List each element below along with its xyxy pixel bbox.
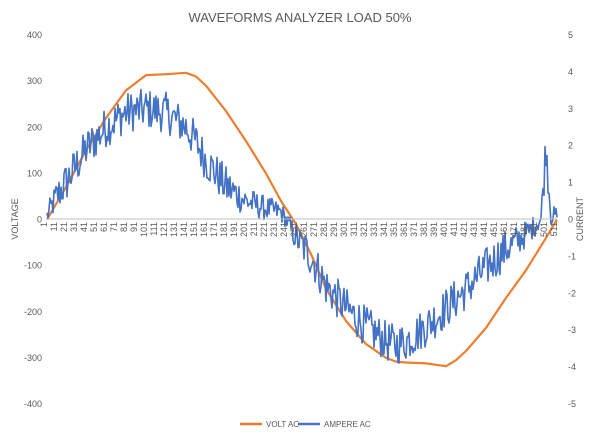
- y-right-tick-label: 5: [568, 30, 573, 40]
- y-left-tick-label: -100: [24, 261, 42, 271]
- y-left-tick-label: 200: [27, 122, 42, 132]
- legend: VOLT AC AMPERE AC: [240, 420, 371, 429]
- y-right-tick-label: 3: [568, 104, 573, 114]
- y-left-tick-label: 300: [27, 76, 42, 86]
- series-layer: [46, 71, 558, 368]
- y-left-tick-label: 400: [27, 30, 42, 40]
- x-tick-label: 371: [409, 222, 419, 237]
- x-tick-label: 361: [399, 222, 409, 237]
- x-tick-label: 351: [389, 222, 399, 237]
- x-tick-label: 261: [299, 222, 309, 237]
- series-line-ampere-ac: [46, 88, 558, 364]
- x-tick-label: 191: [229, 222, 239, 237]
- y-right-tick-label: 2: [568, 141, 573, 151]
- y-right-tick-label: -1: [568, 251, 576, 261]
- x-tick-label: 121: [159, 222, 169, 237]
- y-left-tick-label: -400: [24, 399, 42, 409]
- y-right-tick-label: 0: [568, 215, 573, 225]
- x-tick-label: 271: [309, 222, 319, 237]
- x-tick-label: 211: [249, 222, 259, 236]
- x-tick-label: 411: [449, 222, 459, 236]
- x-tick-label: 31: [69, 222, 79, 232]
- x-tick-label: 451: [489, 222, 499, 237]
- x-tick-label: 51: [89, 222, 99, 232]
- y-right-tick-label: 4: [568, 67, 573, 77]
- legend-label-volt-ac: VOLT AC: [266, 420, 299, 429]
- x-tick-label: 111: [149, 222, 159, 236]
- x-tick-label: 291: [329, 222, 339, 237]
- x-tick-label: 481: [519, 222, 529, 237]
- x-tick-label: 161: [199, 222, 209, 237]
- x-tick-label: 221: [259, 222, 269, 237]
- x-tick-label: 471: [509, 222, 519, 237]
- x-tick-label: 81: [119, 222, 129, 232]
- y-axis-right-label: CURRENT: [575, 196, 585, 241]
- y-left-tick-label: -300: [24, 353, 42, 363]
- x-tick-label: 231: [269, 222, 279, 237]
- y-axis-right-ticks: -5 -4 -3 -2 -1 0 1 2 3 4 5: [568, 30, 576, 409]
- y-left-tick-label: -200: [24, 307, 42, 317]
- x-tick-label: 311: [349, 222, 359, 236]
- chart-title: WAVEFORMS ANALYZER LOAD 50%: [189, 10, 412, 25]
- x-tick-label: 201: [239, 222, 249, 237]
- legend-item-volt-ac: VOLT AC: [240, 420, 299, 429]
- x-tick-label: 181: [219, 222, 229, 237]
- x-tick-label: 341: [379, 222, 389, 237]
- y-right-tick-label: 1: [568, 178, 573, 188]
- x-tick-label: 241: [279, 222, 289, 237]
- x-tick-label: 321: [359, 222, 369, 237]
- y-right-tick-label: -4: [568, 362, 576, 372]
- series-line-volt-ac: [46, 71, 558, 368]
- x-tick-label: 151: [189, 222, 199, 237]
- x-tick-label: 101: [139, 222, 149, 237]
- x-tick-label: 401: [439, 222, 449, 237]
- x-tick-label: 91: [129, 222, 139, 232]
- y-left-tick-label: 0: [37, 215, 42, 225]
- x-tick-label: 491: [529, 222, 539, 237]
- x-tick-label: 1: [39, 222, 49, 227]
- y-right-tick-label: -3: [568, 325, 576, 335]
- x-tick-label: 41: [79, 222, 89, 232]
- x-tick-label: 131: [169, 222, 179, 237]
- x-tick-label: 441: [479, 222, 489, 237]
- x-tick-label: 71: [109, 222, 119, 232]
- y-right-tick-label: -5: [568, 399, 576, 409]
- x-tick-label: 431: [469, 222, 479, 237]
- y-axis-left-ticks: -400 -300 -200 -100 0 100 200 300 400: [24, 30, 42, 409]
- legend-item-ampere-ac: AMPERE AC: [298, 420, 371, 429]
- x-tick-label: 21: [59, 222, 69, 232]
- y-right-tick-label: -2: [568, 288, 576, 298]
- x-tick-label: 391: [429, 222, 439, 237]
- x-tick-label: 461: [499, 222, 509, 237]
- x-tick-label: 501: [539, 222, 549, 237]
- x-tick-label: 11: [49, 222, 59, 231]
- x-tick-label: 281: [319, 222, 329, 237]
- x-tick-label: 61: [99, 222, 109, 232]
- x-tick-label: 511: [549, 222, 559, 236]
- y-axis-left-label: VOLTAGE: [10, 198, 20, 239]
- x-tick-label: 301: [339, 222, 349, 237]
- x-tick-label: 381: [419, 222, 429, 237]
- x-axis-ticks: 1 11 21 31 41 51 61 71 81 91 101 111 121 131 141 151 161…: [39, 222, 559, 237]
- legend-label-ampere-ac: AMPERE AC: [324, 420, 371, 429]
- x-tick-label: 171: [209, 222, 219, 237]
- y-left-tick-label: 100: [27, 168, 42, 178]
- x-tick-label: 331: [369, 222, 379, 237]
- x-tick-label: 251: [289, 222, 299, 237]
- x-tick-label: 141: [179, 222, 189, 237]
- x-tick-label: 421: [459, 222, 469, 237]
